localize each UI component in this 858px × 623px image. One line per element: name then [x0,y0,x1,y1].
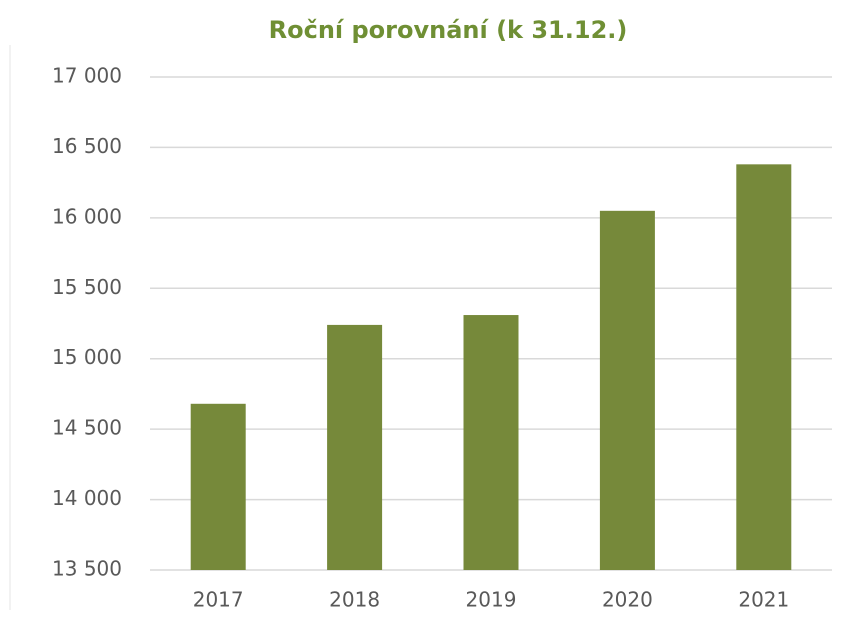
x-tick-label: 2019 [466,588,517,612]
y-tick-label: 17 000 [52,64,122,88]
y-tick-label: 13 500 [52,557,122,581]
bar [327,324,383,570]
x-tick-label: 2017 [193,588,244,612]
x-tick-label: 2021 [738,588,789,612]
bar [463,315,519,570]
y-tick-label: 14 500 [52,416,122,440]
x-tick-label: 2018 [329,588,380,612]
y-tick-label: 16 500 [52,134,122,158]
bar [190,403,246,570]
x-tick-label: 2020 [602,588,653,612]
y-tick-label: 16 000 [52,204,122,228]
bar [736,164,792,570]
chart-title: Roční porovnání (k 31.12.) [269,16,628,44]
bar [599,210,655,571]
y-tick-label: 15 500 [52,275,122,299]
y-tick-label: 15 000 [52,345,122,369]
y-tick-label: 14 000 [52,486,122,510]
